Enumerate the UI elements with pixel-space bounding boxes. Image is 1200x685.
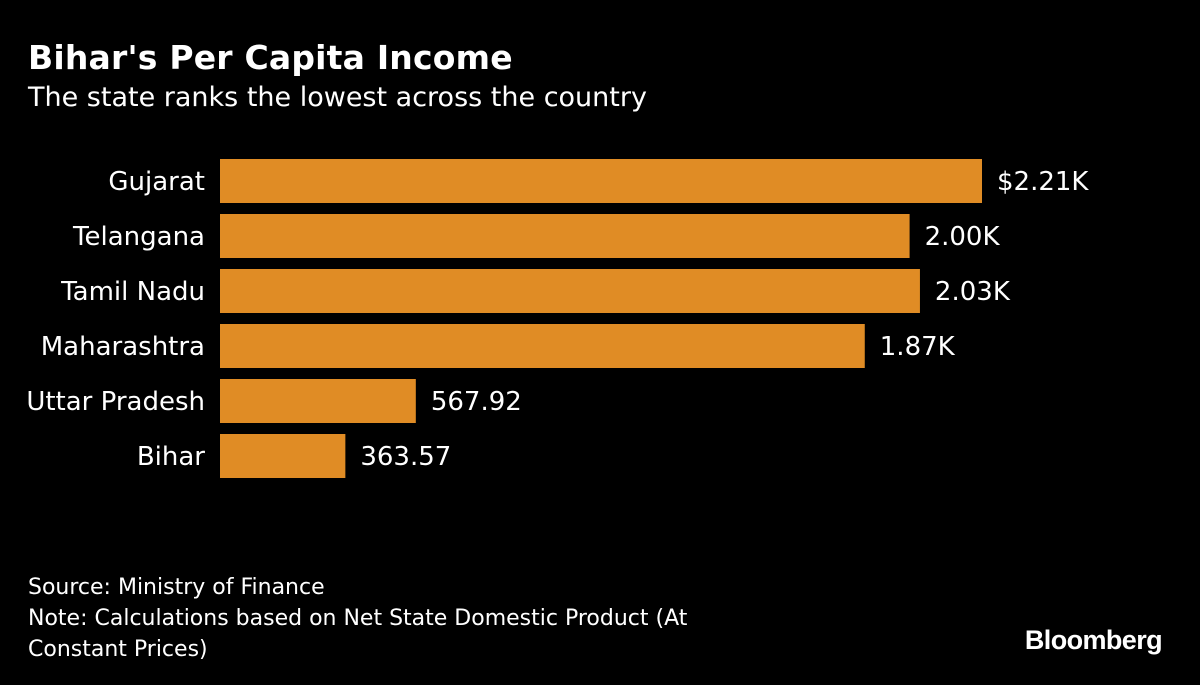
category-label-tamil-nadu: Tamil Nadu (60, 277, 205, 307)
methodology-note-line-1: Note: Calculations based on Net State Do… (28, 606, 688, 631)
value-label-maharashtra: 1.87K (880, 332, 956, 362)
category-label-uttar-pradesh: Uttar Pradesh (26, 387, 205, 417)
value-label-bihar: 363.57 (360, 442, 451, 472)
bloomberg-logo: Bloomberg (1024, 625, 1163, 655)
value-label-tamil-nadu: 2.03K (935, 277, 1011, 307)
category-label-maharashtra: Maharashtra (41, 332, 205, 362)
bar-gujarat (220, 159, 982, 203)
bar-uttar-pradesh (220, 379, 416, 423)
chart-title: Bihar's Per Capita Income (28, 38, 513, 77)
category-label-telangana: Telangana (72, 222, 205, 252)
value-label-telangana: 2.00K (925, 222, 1001, 252)
value-label-gujarat: $2.21K (997, 167, 1089, 197)
bar-maharashtra (220, 324, 865, 368)
bar-tamil-nadu (220, 269, 920, 313)
chart-footer: Source: Ministry of Finance Note: Calcul… (28, 572, 687, 665)
category-label-bihar: Bihar (137, 442, 205, 472)
chart-subtitle: The state ranks the lowest across the co… (28, 82, 647, 113)
methodology-note-line-2: Constant Prices) (28, 637, 208, 662)
category-label-gujarat: Gujarat (108, 167, 205, 197)
bar-telangana (220, 214, 910, 258)
bar-bihar (220, 434, 346, 478)
source-note: Source: Ministry of Finance (28, 575, 325, 600)
value-label-uttar-pradesh: 567.92 (431, 387, 522, 417)
